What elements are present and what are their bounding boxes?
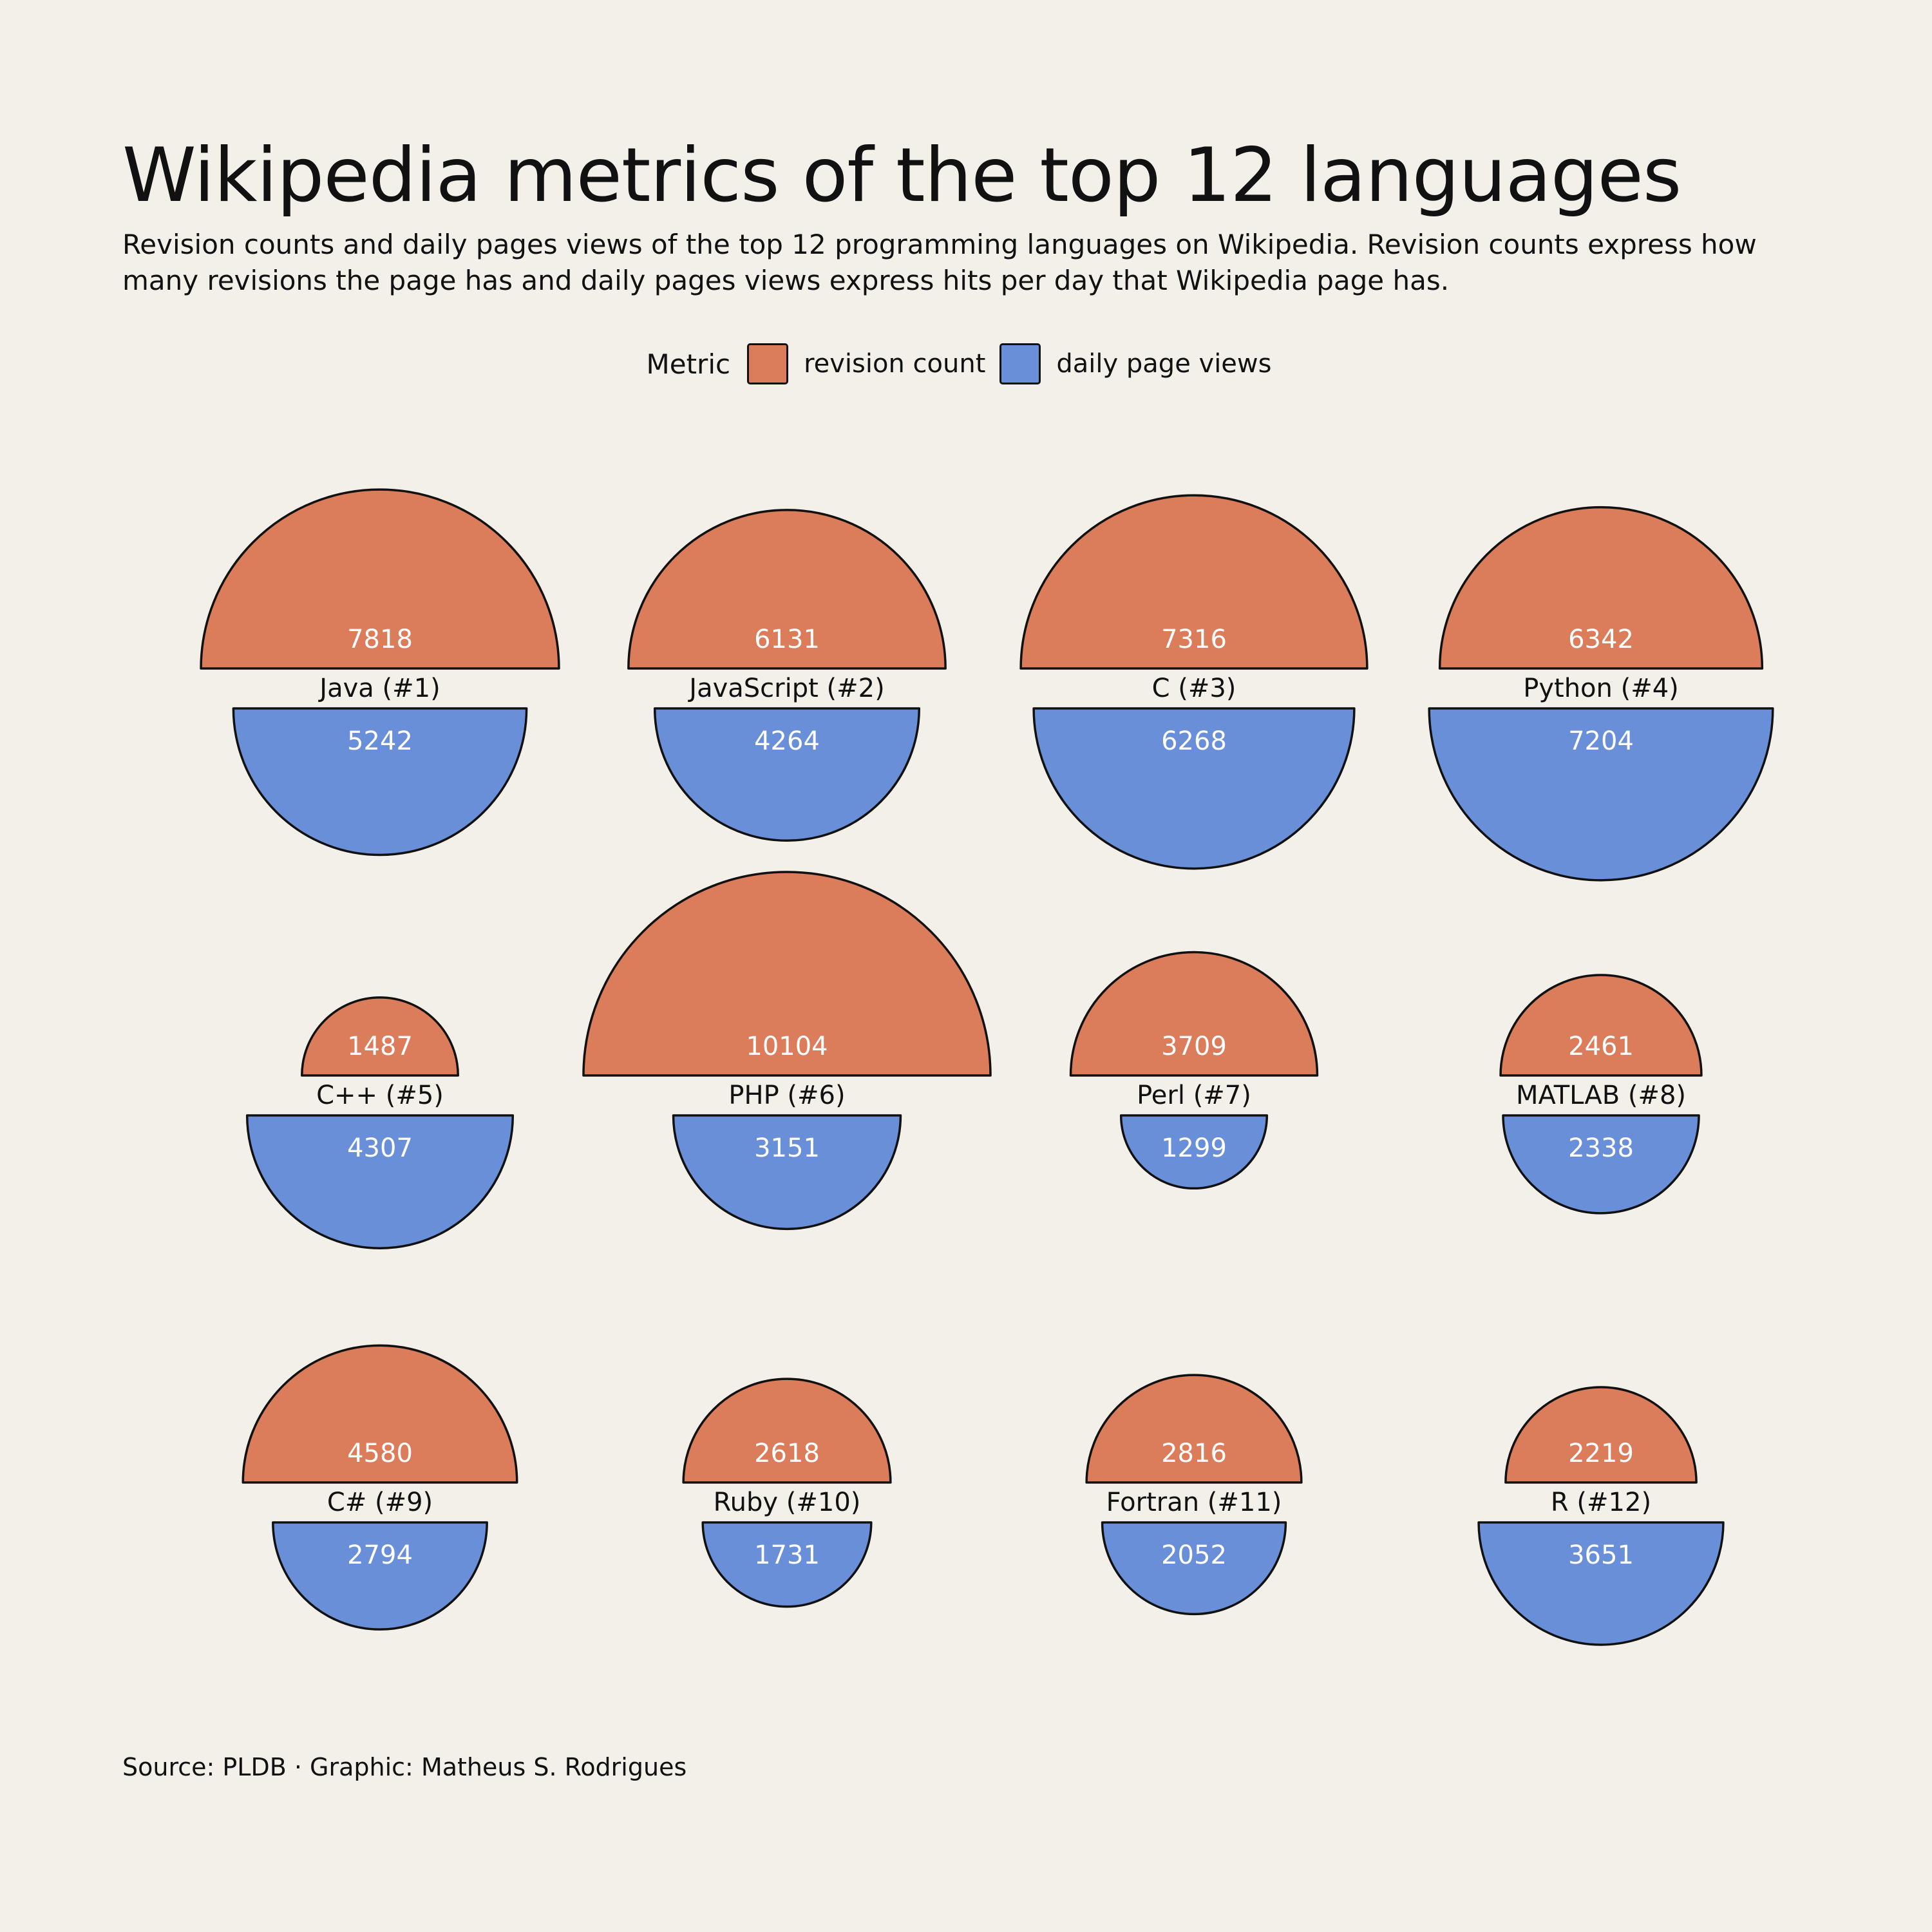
language-label: C# (#9) bbox=[327, 1488, 433, 1517]
language-label: C++ (#5) bbox=[316, 1081, 444, 1110]
revision-count-label: 2461 bbox=[1568, 1032, 1634, 1061]
language-label: MATLAB (#8) bbox=[1516, 1081, 1686, 1110]
revision-count-label: 6342 bbox=[1568, 625, 1634, 654]
chart-item-javascript-2: 6131 JavaScript (#2) 4264 bbox=[629, 510, 945, 842]
chart-item-python-4: 6342 Python (#4) 7204 bbox=[1428, 507, 1774, 882]
language-label: PHP (#6) bbox=[728, 1081, 845, 1110]
chart-item-java-1: 7818 Java (#1) 5242 bbox=[200, 488, 560, 857]
language-label: Ruby (#10) bbox=[714, 1488, 861, 1517]
revision-count-semicircle bbox=[682, 1378, 892, 1484]
daily-page-views-semicircle bbox=[1502, 1114, 1700, 1215]
daily-page-views-label: 7204 bbox=[1568, 726, 1634, 756]
chart-item-r-12: 2219 R (#12) 3651 bbox=[1479, 1386, 1723, 1645]
legend-swatch-daily-page-views bbox=[999, 343, 1041, 384]
revision-count-label: 2219 bbox=[1568, 1439, 1634, 1468]
daily-page-views-label: 1731 bbox=[754, 1540, 820, 1570]
revision-count-semicircle bbox=[1440, 507, 1763, 668]
chart-subtitle: Revision counts and daily pages views of… bbox=[122, 229, 1757, 296]
chart-item-php-6: 10104 PHP (#6) 3151 bbox=[582, 871, 992, 1231]
legend-label-revision-count: revision count bbox=[804, 349, 986, 379]
language-label: Fortran (#11) bbox=[1106, 1488, 1282, 1517]
daily-page-views-label: 3151 bbox=[754, 1133, 820, 1163]
chart-item-c-9: 4580 C# (#9) 2794 bbox=[242, 1344, 518, 1631]
legend-label-daily-page-views: daily page views bbox=[1056, 349, 1272, 379]
revision-count-semicircle bbox=[1021, 495, 1367, 668]
language-label: Java (#1) bbox=[317, 674, 440, 703]
revision-count-label: 1487 bbox=[347, 1032, 413, 1061]
language-label: Python (#4) bbox=[1523, 674, 1679, 703]
daily-page-views-label: 5242 bbox=[347, 726, 413, 756]
daily-page-views-label: 2794 bbox=[347, 1540, 413, 1570]
revision-count-semicircle bbox=[629, 510, 945, 668]
daily-page-views-semicircle bbox=[1032, 707, 1356, 870]
revision-count-semicircle bbox=[242, 1344, 518, 1484]
daily-page-views-semicircle bbox=[703, 1522, 871, 1607]
legend-swatch-revision-count bbox=[747, 343, 789, 384]
daily-page-views-label: 2052 bbox=[1161, 1540, 1227, 1570]
language-label: Perl (#7) bbox=[1137, 1081, 1251, 1110]
revision-count-semicircle bbox=[1501, 975, 1701, 1075]
revision-count-semicircle bbox=[1069, 951, 1319, 1077]
chart-item-fortran-11: 2816 Fortran (#11) 2052 bbox=[1086, 1375, 1302, 1616]
revision-count-semicircle bbox=[301, 996, 459, 1077]
revision-count-label: 7316 bbox=[1161, 625, 1227, 654]
chart-item-matlab-8: 2461 MATLAB (#8) 2338 bbox=[1501, 975, 1701, 1215]
revision-count-label: 4580 bbox=[347, 1439, 413, 1468]
revision-count-semicircle bbox=[1504, 1386, 1698, 1484]
chart-title: Wikipedia metrics of the top 12 language… bbox=[122, 132, 1681, 219]
revision-count-label: 7818 bbox=[347, 625, 413, 654]
language-label: R (#12) bbox=[1551, 1488, 1651, 1517]
language-label: C (#3) bbox=[1152, 674, 1236, 703]
daily-page-views-semicircle bbox=[245, 1114, 515, 1249]
revision-count-label: 10104 bbox=[746, 1032, 828, 1061]
legend: Metric revision count daily page views bbox=[0, 341, 1932, 386]
daily-page-views-semicircle bbox=[1119, 1114, 1269, 1189]
daily-page-views-label: 3651 bbox=[1568, 1540, 1634, 1570]
daily-page-views-label: 2338 bbox=[1568, 1133, 1634, 1163]
chart-item-ruby-10: 2618 Ruby (#10) 1731 bbox=[682, 1378, 892, 1607]
revision-count-semicircle bbox=[582, 871, 992, 1077]
revision-count-semicircle bbox=[1086, 1375, 1302, 1482]
chart-item-c-3: 7316 C (#3) 6268 bbox=[1021, 495, 1367, 870]
daily-page-views-semicircle bbox=[1428, 707, 1774, 882]
daily-page-views-label: 4264 bbox=[754, 726, 820, 756]
daily-page-views-semicircle bbox=[1101, 1521, 1287, 1616]
language-label: JavaScript (#2) bbox=[687, 674, 884, 703]
daily-page-views-semicircle bbox=[653, 707, 921, 842]
revision-count-semicircle bbox=[200, 488, 560, 670]
daily-page-views-label: 1299 bbox=[1161, 1133, 1227, 1163]
source-note: Source: PLDB · Graphic: Matheus S. Rodri… bbox=[122, 1753, 687, 1781]
chart-item-c-5: 1487 C++ (#5) 4307 bbox=[245, 996, 515, 1249]
daily-page-views-label: 6268 bbox=[1161, 726, 1227, 756]
daily-page-views-label: 4307 bbox=[347, 1133, 413, 1163]
legend-title: Metric bbox=[646, 348, 731, 380]
chart-item-perl-7: 3709 Perl (#7) 1299 bbox=[1069, 951, 1319, 1189]
revision-count-label: 2618 bbox=[754, 1439, 820, 1468]
revision-count-label: 6131 bbox=[754, 625, 820, 654]
daily-page-views-semicircle bbox=[232, 707, 528, 857]
daily-page-views-semicircle bbox=[672, 1114, 902, 1231]
revision-count-label: 2816 bbox=[1161, 1439, 1227, 1468]
daily-page-views-semicircle bbox=[1479, 1522, 1723, 1645]
daily-page-views-semicircle bbox=[272, 1521, 488, 1631]
revision-count-label: 3709 bbox=[1161, 1032, 1227, 1061]
